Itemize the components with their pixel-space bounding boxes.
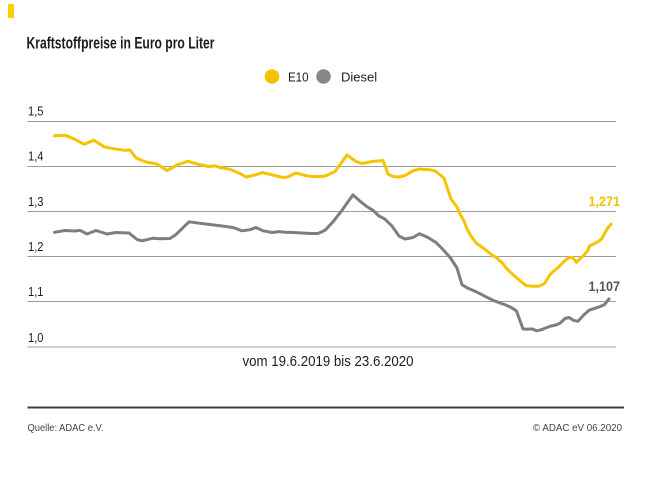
- svg-text:© ADAC eV 06.2020: © ADAC eV 06.2020: [533, 422, 622, 434]
- svg-text:vom 19.6.2019 bis 23.6.2020: vom 19.6.2019 bis 23.6.2020: [243, 354, 414, 370]
- svg-text:1,3: 1,3: [28, 194, 44, 209]
- svg-text:1,4: 1,4: [28, 149, 44, 164]
- svg-text:1,2: 1,2: [28, 239, 44, 254]
- svg-text:1,107: 1,107: [589, 279, 621, 294]
- svg-text:Diesel: Diesel: [341, 70, 377, 85]
- svg-text:E10: E10: [288, 70, 309, 85]
- svg-text:1,5: 1,5: [28, 104, 44, 119]
- svg-text:Kraftstoffpreise in Euro pro L: Kraftstoffpreise in Euro pro Liter: [27, 35, 215, 53]
- svg-text:Quelle: ADAC e.V.: Quelle: ADAC e.V.: [28, 422, 104, 434]
- svg-text:1,0: 1,0: [28, 330, 44, 345]
- svg-text:1,271: 1,271: [589, 194, 621, 209]
- svg-text:1,1: 1,1: [28, 284, 44, 299]
